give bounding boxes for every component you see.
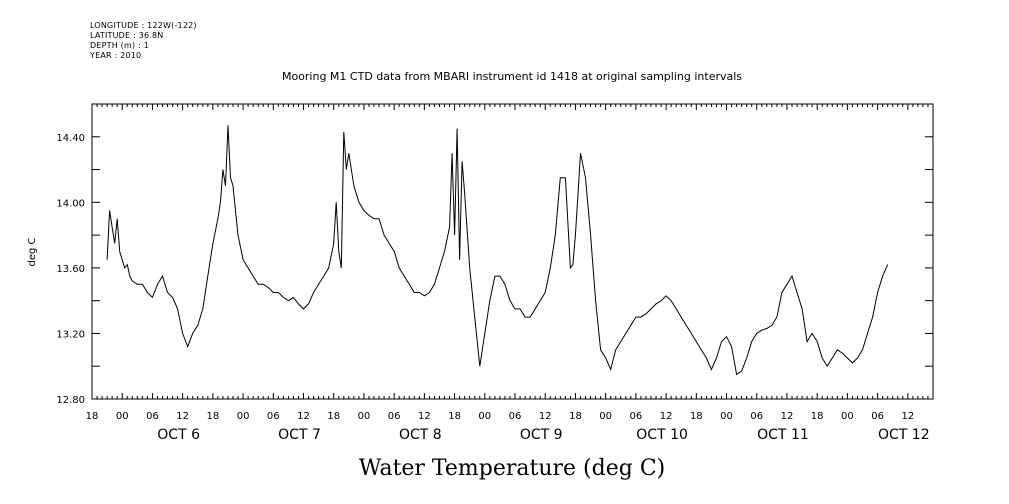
day-label: OCT 6 <box>157 427 200 443</box>
x-tick-label: 12 <box>418 411 431 422</box>
day-label: OCT 12 <box>878 427 930 443</box>
y-axis-label: deg C <box>27 237 38 266</box>
y-tick-label: 13.60 <box>56 264 85 275</box>
x-tick-label: 06 <box>509 411 522 422</box>
day-label: OCT 10 <box>636 427 688 443</box>
y-tick-label: 13.20 <box>56 329 85 340</box>
x-tick-label: 06 <box>388 411 401 422</box>
x-tick-label: 18 <box>448 411 461 422</box>
x-tick-label: 12 <box>781 411 794 422</box>
x-tick-label: 00 <box>841 411 854 422</box>
y-axis: 12.80 13.20 13.60 14.00 14.40 <box>56 103 933 406</box>
chart-title: Mooring M1 CTD data from MBARI instrumen… <box>282 70 742 83</box>
plot-frame <box>91 103 934 400</box>
day-label: OCT 9 <box>520 427 563 443</box>
x-tick-label: 18 <box>811 411 824 422</box>
x-tick-label: 06 <box>146 411 159 422</box>
x-tick-label: 18 <box>569 411 582 422</box>
x-tick-label: 12 <box>297 411 310 422</box>
y-tick-label: 12.80 <box>56 395 85 406</box>
y-tick-label: 14.00 <box>56 198 85 209</box>
x-tick-label: 00 <box>116 411 129 422</box>
x-tick-label: 00 <box>478 411 491 422</box>
latitude-text: LATITUDE : 36.8N <box>90 31 164 40</box>
x-tick-label: 06 <box>267 411 280 422</box>
x-tick-label: 00 <box>720 411 733 422</box>
x-tick-label: 18 <box>690 411 703 422</box>
y-tick-label: 14.40 <box>56 133 85 144</box>
x-tick-label: 18 <box>327 411 340 422</box>
day-label: OCT 11 <box>757 427 809 443</box>
x-tick-label: 06 <box>750 411 763 422</box>
depth-text: DEPTH (m) : 1 <box>90 41 149 50</box>
x-tick-label: 00 <box>599 411 612 422</box>
x-axis: 18 00 06 12 18 00 06 12 18 00 06 12 18 00 06 12 18 00 06 12… <box>86 104 934 443</box>
x-tick-label: 12 <box>539 411 552 422</box>
x-tick-label: 00 <box>358 411 371 422</box>
year-text: YEAR : 2010 <box>90 51 142 60</box>
temperature-series-line <box>106 125 889 376</box>
x-tick-label: 12 <box>176 411 189 422</box>
x-tick-label: 12 <box>901 411 914 422</box>
x-axis-title: Water Temperature (deg C) <box>359 456 666 481</box>
longitude-text: LONGITUDE : 122W(-122) <box>90 21 197 30</box>
day-label: OCT 7 <box>278 427 321 443</box>
x-tick-label: 12 <box>660 411 673 422</box>
x-tick-label: 00 <box>237 411 250 422</box>
x-tick-label: 06 <box>871 411 884 422</box>
x-tick-label: 06 <box>630 411 643 422</box>
day-label: OCT 8 <box>399 427 442 443</box>
x-tick-label: 18 <box>206 411 219 422</box>
x-tick-label: 18 <box>86 411 99 422</box>
metadata-block: LONGITUDE : 122W(-122) LATITUDE : 36.8N … <box>90 21 197 61</box>
